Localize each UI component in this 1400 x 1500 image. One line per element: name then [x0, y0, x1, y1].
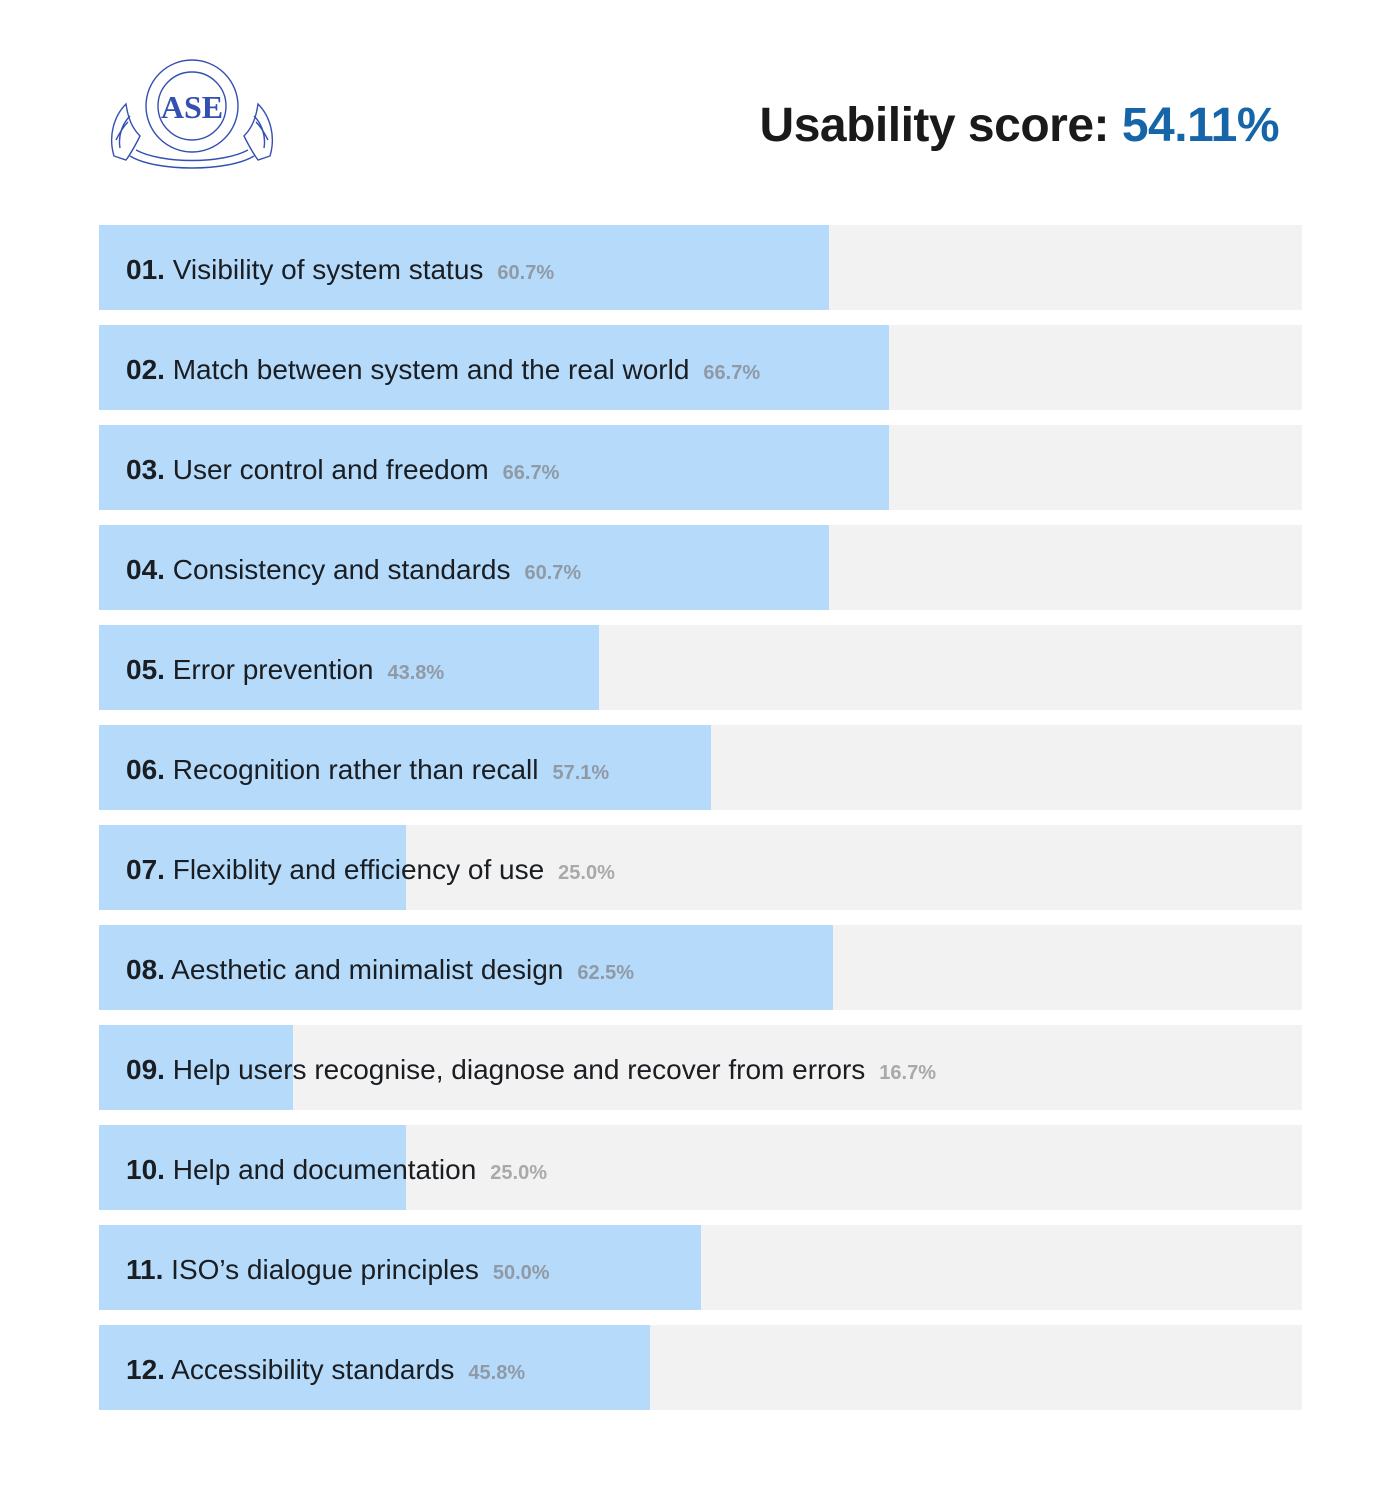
row-label: 08. Aesthetic and minimalist design 62.5% — [126, 925, 634, 1010]
row-label: 02. Match between system and the real wo… — [126, 325, 760, 410]
bar-fill — [99, 1225, 701, 1310]
row-label: 03. User control and freedom 66.7% — [126, 425, 559, 510]
row-label: 01. Visibility of system status 60.7% — [126, 225, 554, 310]
row-percent: 50.0% — [492, 1262, 550, 1284]
row-percent: 66.7% — [502, 462, 560, 484]
university-logo: ASE — [106, 56, 278, 172]
svg-text:ASE: ASE — [161, 89, 223, 125]
heuristic-row: 02. Match between system and the real wo… — [99, 325, 1302, 410]
row-percent: 60.7% — [524, 562, 582, 584]
row-title: Recognition rather than recall — [172, 754, 539, 785]
heuristic-row: 09. Help users recognise, diagnose and r… — [99, 1025, 1302, 1110]
row-title: Error prevention — [172, 654, 374, 685]
heuristic-bar-list: 01. Visibility of system status 60.7% 02. … — [99, 225, 1302, 1425]
row-percent: 60.7% — [497, 262, 555, 284]
row-title: Help users recognise, diagnose and recov… — [172, 1054, 866, 1085]
heuristic-row: 12. Accessibility standards 45.8% — [99, 1325, 1302, 1410]
heuristic-row: 05. Error prevention 43.8% — [99, 625, 1302, 710]
row-title: ISO’s dialogue principles — [171, 1254, 479, 1285]
row-percent: 57.1% — [552, 762, 610, 784]
row-number: 03. — [126, 454, 165, 485]
row-number: 02. — [126, 354, 165, 385]
bar-fill — [99, 525, 830, 610]
bar-fill — [99, 725, 712, 810]
heuristic-row: 07. Flexiblity and efficiency of use 25.0… — [99, 825, 1302, 910]
heuristic-row: 06. Recognition rather than recall 57.1% — [99, 725, 1302, 810]
heuristic-row: 08. Aesthetic and minimalist design 62.5% — [99, 925, 1302, 1010]
bar-fill — [99, 1325, 650, 1410]
crest-icon: ASE — [110, 59, 274, 169]
row-percent: 43.8% — [387, 662, 445, 684]
row-percent: 66.7% — [703, 362, 761, 384]
score-value: 54.11% — [1121, 99, 1280, 152]
row-percent: 16.7% — [879, 1062, 936, 1084]
bar-fill — [99, 1125, 406, 1210]
usability-score: Usability score: 54.11% — [759, 98, 1280, 153]
bar-fill — [99, 825, 406, 910]
row-label: 09. Help users recognise, diagnose and r… — [126, 1025, 936, 1110]
row-number: 08. — [126, 954, 165, 985]
heuristic-row: 01. Visibility of system status 60.7% — [99, 225, 1302, 310]
row-number: 10. — [126, 1154, 165, 1185]
row-title: Accessibility standards — [171, 1354, 455, 1385]
bar-fill — [99, 1025, 293, 1110]
row-number: 05. — [126, 654, 165, 685]
row-label: 04. Consistency and standards 60.7% — [126, 525, 581, 610]
row-title: Visibility of system status — [172, 254, 484, 285]
row-number: 09. — [126, 1054, 165, 1085]
row-number: 01. — [126, 254, 165, 285]
heuristic-row: 10. Help and documentation 25.0% — [99, 1125, 1302, 1210]
bar-fill — [99, 325, 890, 410]
row-number: 12. — [126, 1354, 165, 1385]
bar-fill — [99, 925, 833, 1010]
heuristic-row: 04. Consistency and standards 60.7% — [99, 525, 1302, 610]
row-title: Help and documentation — [172, 1154, 477, 1185]
heuristic-row: 03. User control and freedom 66.7% — [99, 425, 1302, 510]
row-percent: 62.5% — [577, 962, 635, 984]
bar-fill — [99, 225, 830, 310]
row-number: 07. — [126, 854, 165, 885]
row-label: 06. Recognition rather than recall 57.1% — [126, 725, 609, 810]
row-title: Flexiblity and efficiency of use — [172, 854, 545, 885]
row-label: 05. Error prevention 43.8% — [126, 625, 444, 710]
row-percent: 25.0% — [558, 862, 615, 884]
row-label: 12. Accessibility standards 45.8% — [126, 1325, 525, 1410]
row-title: Aesthetic and minimalist design — [171, 954, 564, 985]
row-percent: 25.0% — [490, 1162, 547, 1184]
row-percent: 45.8% — [468, 1362, 526, 1384]
row-number: 11. — [126, 1254, 164, 1285]
row-label: 11. ISO’s dialogue principles 50.0% — [126, 1225, 550, 1310]
row-label: 07. Flexiblity and efficiency of use 25.0… — [126, 825, 615, 910]
row-title: Match between system and the real world — [172, 354, 690, 385]
row-title: User control and freedom — [172, 454, 489, 485]
row-number: 04. — [126, 554, 165, 585]
row-label: 10. Help and documentation 25.0% — [126, 1125, 547, 1210]
heuristic-row: 11. ISO’s dialogue principles 50.0% — [99, 1225, 1302, 1310]
score-label: Usability score: — [759, 99, 1110, 152]
bar-fill — [99, 425, 890, 510]
row-title: Consistency and standards — [172, 554, 511, 585]
bar-fill — [99, 625, 600, 710]
row-number: 06. — [126, 754, 165, 785]
